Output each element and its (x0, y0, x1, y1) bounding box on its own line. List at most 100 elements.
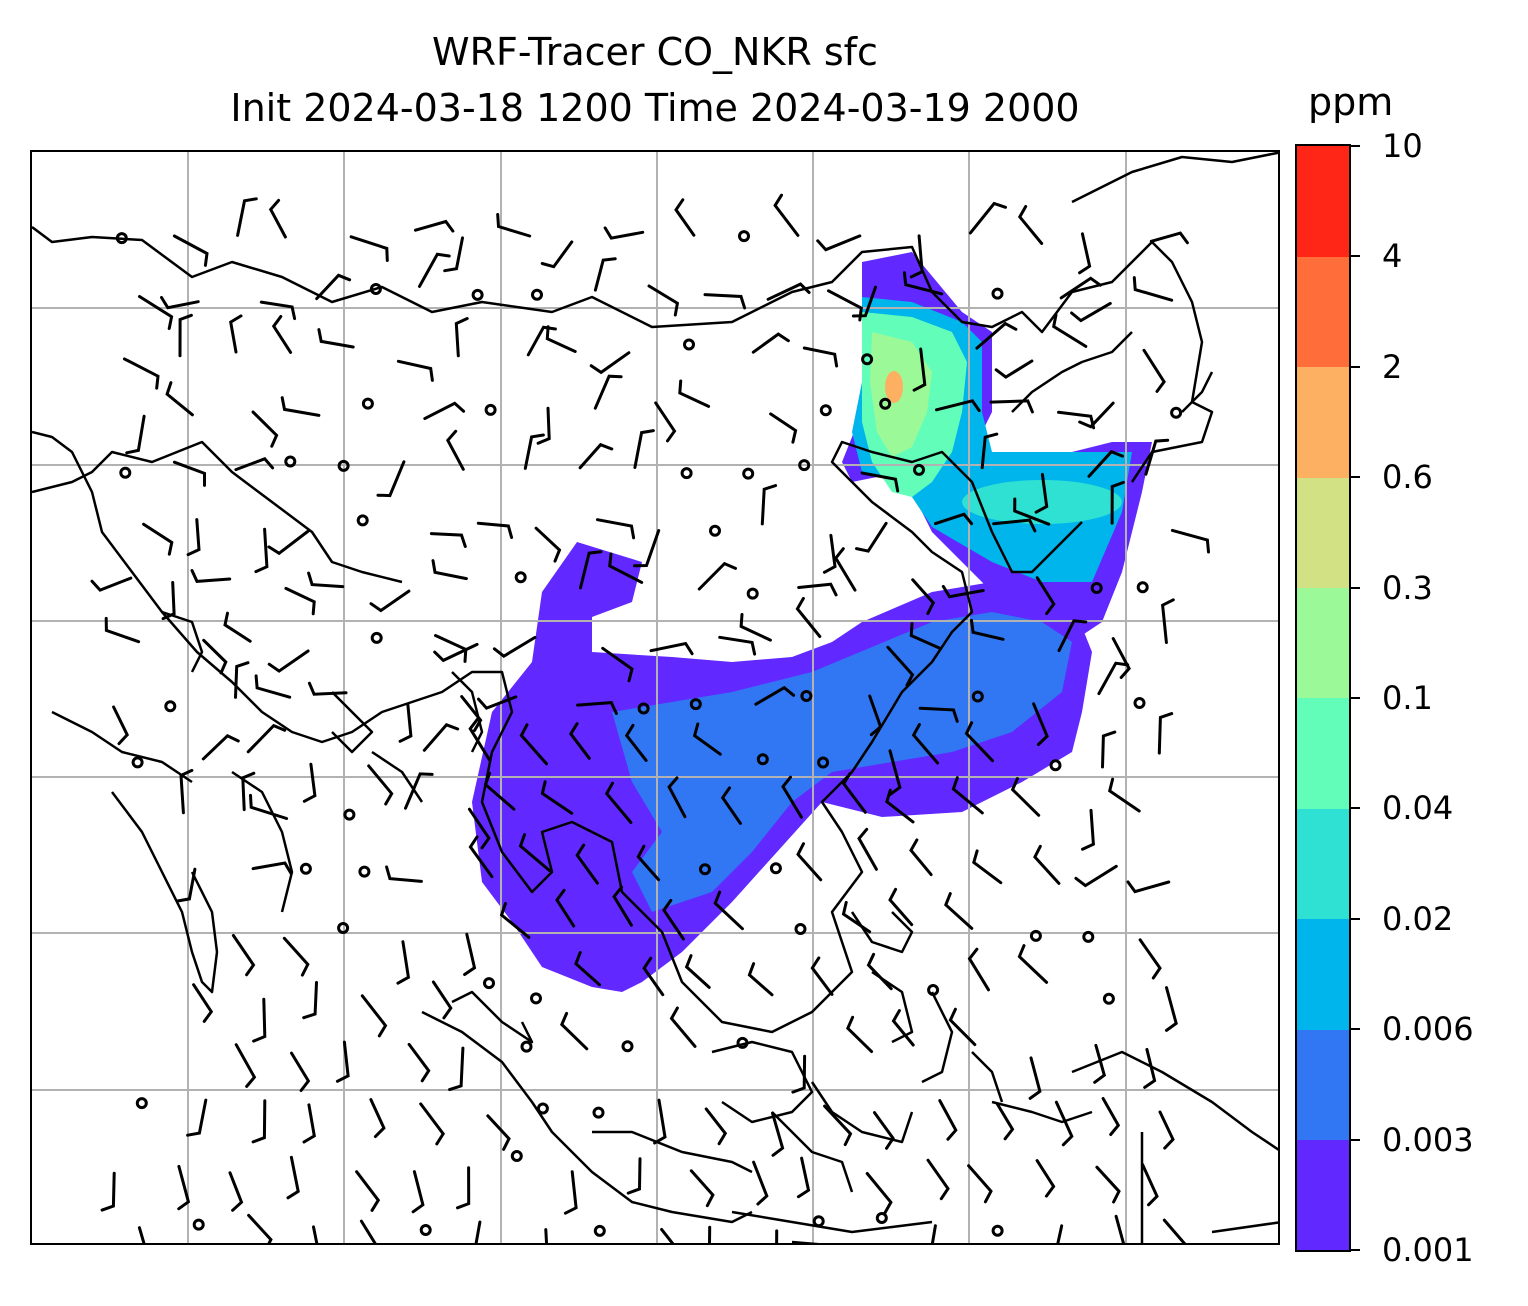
calm-wind-marker (592, 1106, 605, 1119)
wind-barb (1097, 661, 1130, 696)
wind-barb (1032, 702, 1049, 746)
wind-barb (1013, 497, 1051, 526)
wind-barb (823, 1104, 853, 1147)
wind-barb (596, 518, 636, 540)
wind-barb (1142, 348, 1166, 393)
wind-barb (851, 285, 877, 318)
colorbar-tick (1351, 697, 1360, 699)
wind-barb (1110, 480, 1125, 525)
wind-barb (138, 295, 174, 330)
wind-barb (909, 234, 924, 279)
calm-wind-marker (530, 992, 542, 1005)
wind-barb (445, 429, 465, 471)
wind-barb (1056, 1224, 1064, 1243)
wind-barb (796, 842, 823, 882)
wind-barb (468, 835, 494, 879)
wind-barb (930, 1224, 937, 1243)
calm-wind-marker (738, 230, 750, 243)
wind-barb (229, 314, 243, 354)
wind-barb (160, 296, 200, 310)
wind-barb (307, 571, 345, 589)
calm-wind-marker (164, 700, 177, 713)
colorbar-tick-label: 0.3 (1382, 568, 1433, 607)
wind-barb (100, 1171, 116, 1212)
calm-wind-marker (742, 467, 755, 480)
wind-barb (349, 235, 389, 262)
wind-barb (404, 772, 434, 810)
colorbar-segment (1297, 698, 1349, 809)
wind-barb (483, 771, 516, 811)
wind-barb (1162, 1218, 1187, 1243)
calm-wind-marker (812, 1215, 825, 1228)
calm-wind-marker (361, 397, 374, 410)
wind-barb (1158, 1110, 1175, 1150)
wind-barb (589, 351, 631, 375)
wind-barb (841, 772, 867, 814)
colorbar-tick (1351, 917, 1360, 920)
wind-barb (526, 325, 557, 357)
wind-barb (359, 1219, 377, 1243)
calm-wind-marker (879, 397, 892, 410)
wind-barb (254, 674, 292, 699)
wind-barb (747, 962, 774, 997)
wind-barb (540, 240, 574, 269)
wind-barb (1114, 1214, 1125, 1243)
wind-barb (775, 1229, 779, 1243)
wind-barb (112, 705, 130, 746)
wind-barb (802, 346, 839, 368)
calm-wind-marker (514, 571, 527, 584)
calm-wind-marker (1090, 582, 1103, 594)
colorbar-tick-label: 0.1 (1382, 679, 1433, 717)
wind-barb (1057, 619, 1088, 653)
calm-wind-marker (192, 1218, 205, 1231)
calm-wind-marker (510, 1150, 523, 1162)
wind-barb (1095, 1165, 1121, 1204)
colorbar-tick (1351, 1028, 1360, 1031)
wind-barb (992, 518, 1037, 533)
wind-barb (911, 578, 936, 616)
calm-wind-marker (746, 587, 759, 600)
colorbar-tick-label: 0.001 (1382, 1231, 1474, 1269)
wind-barb (868, 694, 883, 737)
wind-barb (669, 1006, 697, 1048)
wind-barb (739, 613, 772, 642)
wind-barb (241, 771, 256, 812)
wind-barb (575, 843, 599, 885)
wind-barb (810, 956, 834, 996)
wind-barb (574, 951, 601, 987)
wind-barb (1054, 1100, 1074, 1147)
wind-barb (448, 1046, 465, 1092)
wind-barb (612, 885, 633, 927)
calm-wind-marker (356, 514, 369, 527)
wind-barb (633, 429, 655, 469)
wind-barb (302, 762, 317, 803)
wind-barb (760, 484, 778, 526)
wind-barb (1111, 637, 1131, 679)
wind-barb (267, 529, 310, 556)
wind-barb (223, 611, 252, 643)
wind-barb (1074, 864, 1118, 888)
wind-barb (662, 898, 685, 941)
calm-wind-marker (520, 1040, 533, 1053)
wind-barb (176, 867, 197, 903)
calm-wind-marker (819, 404, 832, 417)
wind-barb (995, 1102, 1015, 1141)
wind-barb (286, 1155, 300, 1200)
colorbar-tick (1351, 476, 1360, 479)
calm-wind-marker (536, 1102, 549, 1115)
wind-barb (560, 1011, 589, 1051)
colorbar-tick-label: 0.006 (1382, 1010, 1474, 1049)
wind-barb (290, 1051, 311, 1092)
wind-barb (752, 1160, 769, 1206)
wind-barb (674, 198, 696, 237)
calm-wind-marker (800, 690, 813, 702)
calm-wind-marker (991, 1224, 1004, 1237)
calm-wind-marker (337, 922, 350, 934)
colorbar-segment (1297, 1139, 1349, 1251)
wind-barb (172, 234, 209, 267)
map-gridlines (32, 152, 1278, 1243)
wind-barb (252, 997, 267, 1043)
wind-barb (172, 460, 206, 487)
wind-barb (579, 550, 603, 590)
wind-barb (396, 940, 411, 985)
